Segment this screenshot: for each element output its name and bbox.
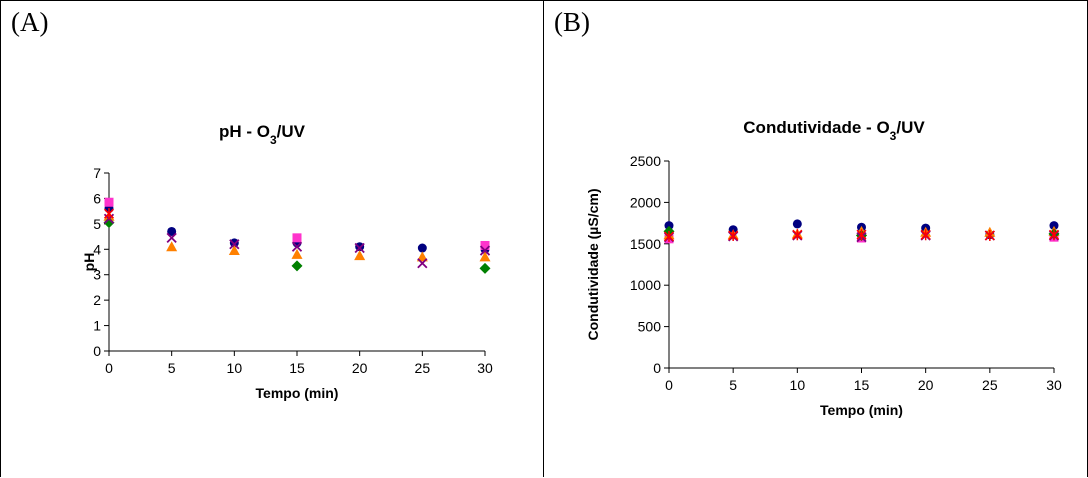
data-point-star [1048, 229, 1060, 241]
x-tick-label: 25 [982, 377, 998, 393]
x-tick-label: 20 [352, 360, 368, 376]
data-point-x [166, 232, 177, 243]
chart-title: pH - O3/UV [219, 122, 306, 147]
y-tick-label: 0 [93, 343, 101, 359]
data-point-diamond [291, 260, 303, 272]
data-point-circle [1049, 221, 1059, 231]
y-axis-title: pH [81, 253, 97, 272]
x-tick-label: 5 [729, 377, 737, 393]
panel-label-a: (A) [11, 7, 49, 37]
data-point-star [792, 229, 803, 241]
data-point-x [291, 241, 303, 252]
y-tick-label: 1500 [630, 236, 661, 252]
data-point-triangle [228, 245, 240, 256]
x-tick-label: 25 [415, 360, 431, 376]
y-tick-label: 5 [93, 216, 101, 232]
data-point-circle [792, 219, 802, 229]
x-axis-title: Tempo (min) [256, 385, 339, 401]
chart-ph: pH - O3/UV 0 1 2 3 4 5 6 7 0 5 10 15 20 25 30 Tempo (min… [81, 122, 493, 401]
data-point-triangle [479, 251, 491, 262]
panel-a: (A) pH - O3/UV 0 1 2 3 4 5 6 7 0 5 10 15 20 25 30 Tempo … [0, 0, 543, 477]
x-tick-label: 30 [477, 360, 493, 376]
x-axis-title: Tempo (min) [820, 402, 903, 418]
data-point-circle [417, 243, 427, 253]
y-tick-label: 6 [93, 190, 101, 206]
data-point-x [417, 258, 428, 269]
y-axis-title: Condutividade (µS/cm) [585, 189, 601, 341]
panel-label-b: (B) [554, 7, 590, 37]
data-point-x [229, 239, 240, 250]
data-point-triangle [291, 248, 303, 259]
data-point-square [104, 197, 114, 207]
data-point-star [103, 208, 115, 220]
data-point-triangle [354, 250, 366, 261]
y-tick-label: 1 [93, 318, 101, 334]
panel-b: (B) Condutividade - O3/UV 0 500 1000 1500 200… [543, 0, 1088, 477]
data-point-star [920, 229, 931, 241]
data-point-square [292, 233, 302, 243]
x-tick-label: 30 [1046, 377, 1062, 393]
y-tick-label: 2 [93, 292, 101, 308]
data-point-triangle [416, 251, 428, 262]
data-point-triangle [166, 241, 178, 252]
data-point-star [663, 230, 675, 242]
y-tick-label: 0 [653, 360, 661, 376]
x-tick-label: 20 [918, 377, 934, 393]
x-tick-label: 0 [105, 360, 113, 376]
data-point-star [984, 230, 995, 242]
data-point-square [480, 240, 490, 250]
y-tick-label: 4 [93, 241, 101, 257]
chart-conductivity: Condutividade - O3/UV0500100015002000250… [585, 118, 1062, 418]
data-point-circle [167, 226, 177, 236]
data-point-circle [664, 221, 674, 231]
x-tick-label: 10 [790, 377, 806, 393]
y-tick-label: 1000 [630, 277, 661, 293]
y-tick-label: 3 [93, 267, 101, 283]
data-point-star [728, 230, 739, 242]
x-tick-label: 15 [854, 377, 870, 393]
data-point-x [354, 242, 365, 254]
y-tick-label: 2500 [630, 153, 661, 169]
x-tick-label: 5 [168, 360, 176, 376]
x-tick-label: 0 [665, 377, 673, 393]
x-tick-label: 15 [289, 360, 305, 376]
data-point-star [856, 229, 867, 241]
data-point-x [479, 245, 491, 256]
x-tick-label: 10 [227, 360, 243, 376]
y-tick-label: 500 [638, 319, 662, 335]
data-point-diamond [103, 217, 115, 229]
data-point-diamond [479, 262, 491, 274]
y-tick-label: 2000 [630, 194, 661, 210]
chart-title: Condutividade - O3/UV [743, 118, 925, 143]
y-tick-label: 7 [93, 165, 101, 181]
